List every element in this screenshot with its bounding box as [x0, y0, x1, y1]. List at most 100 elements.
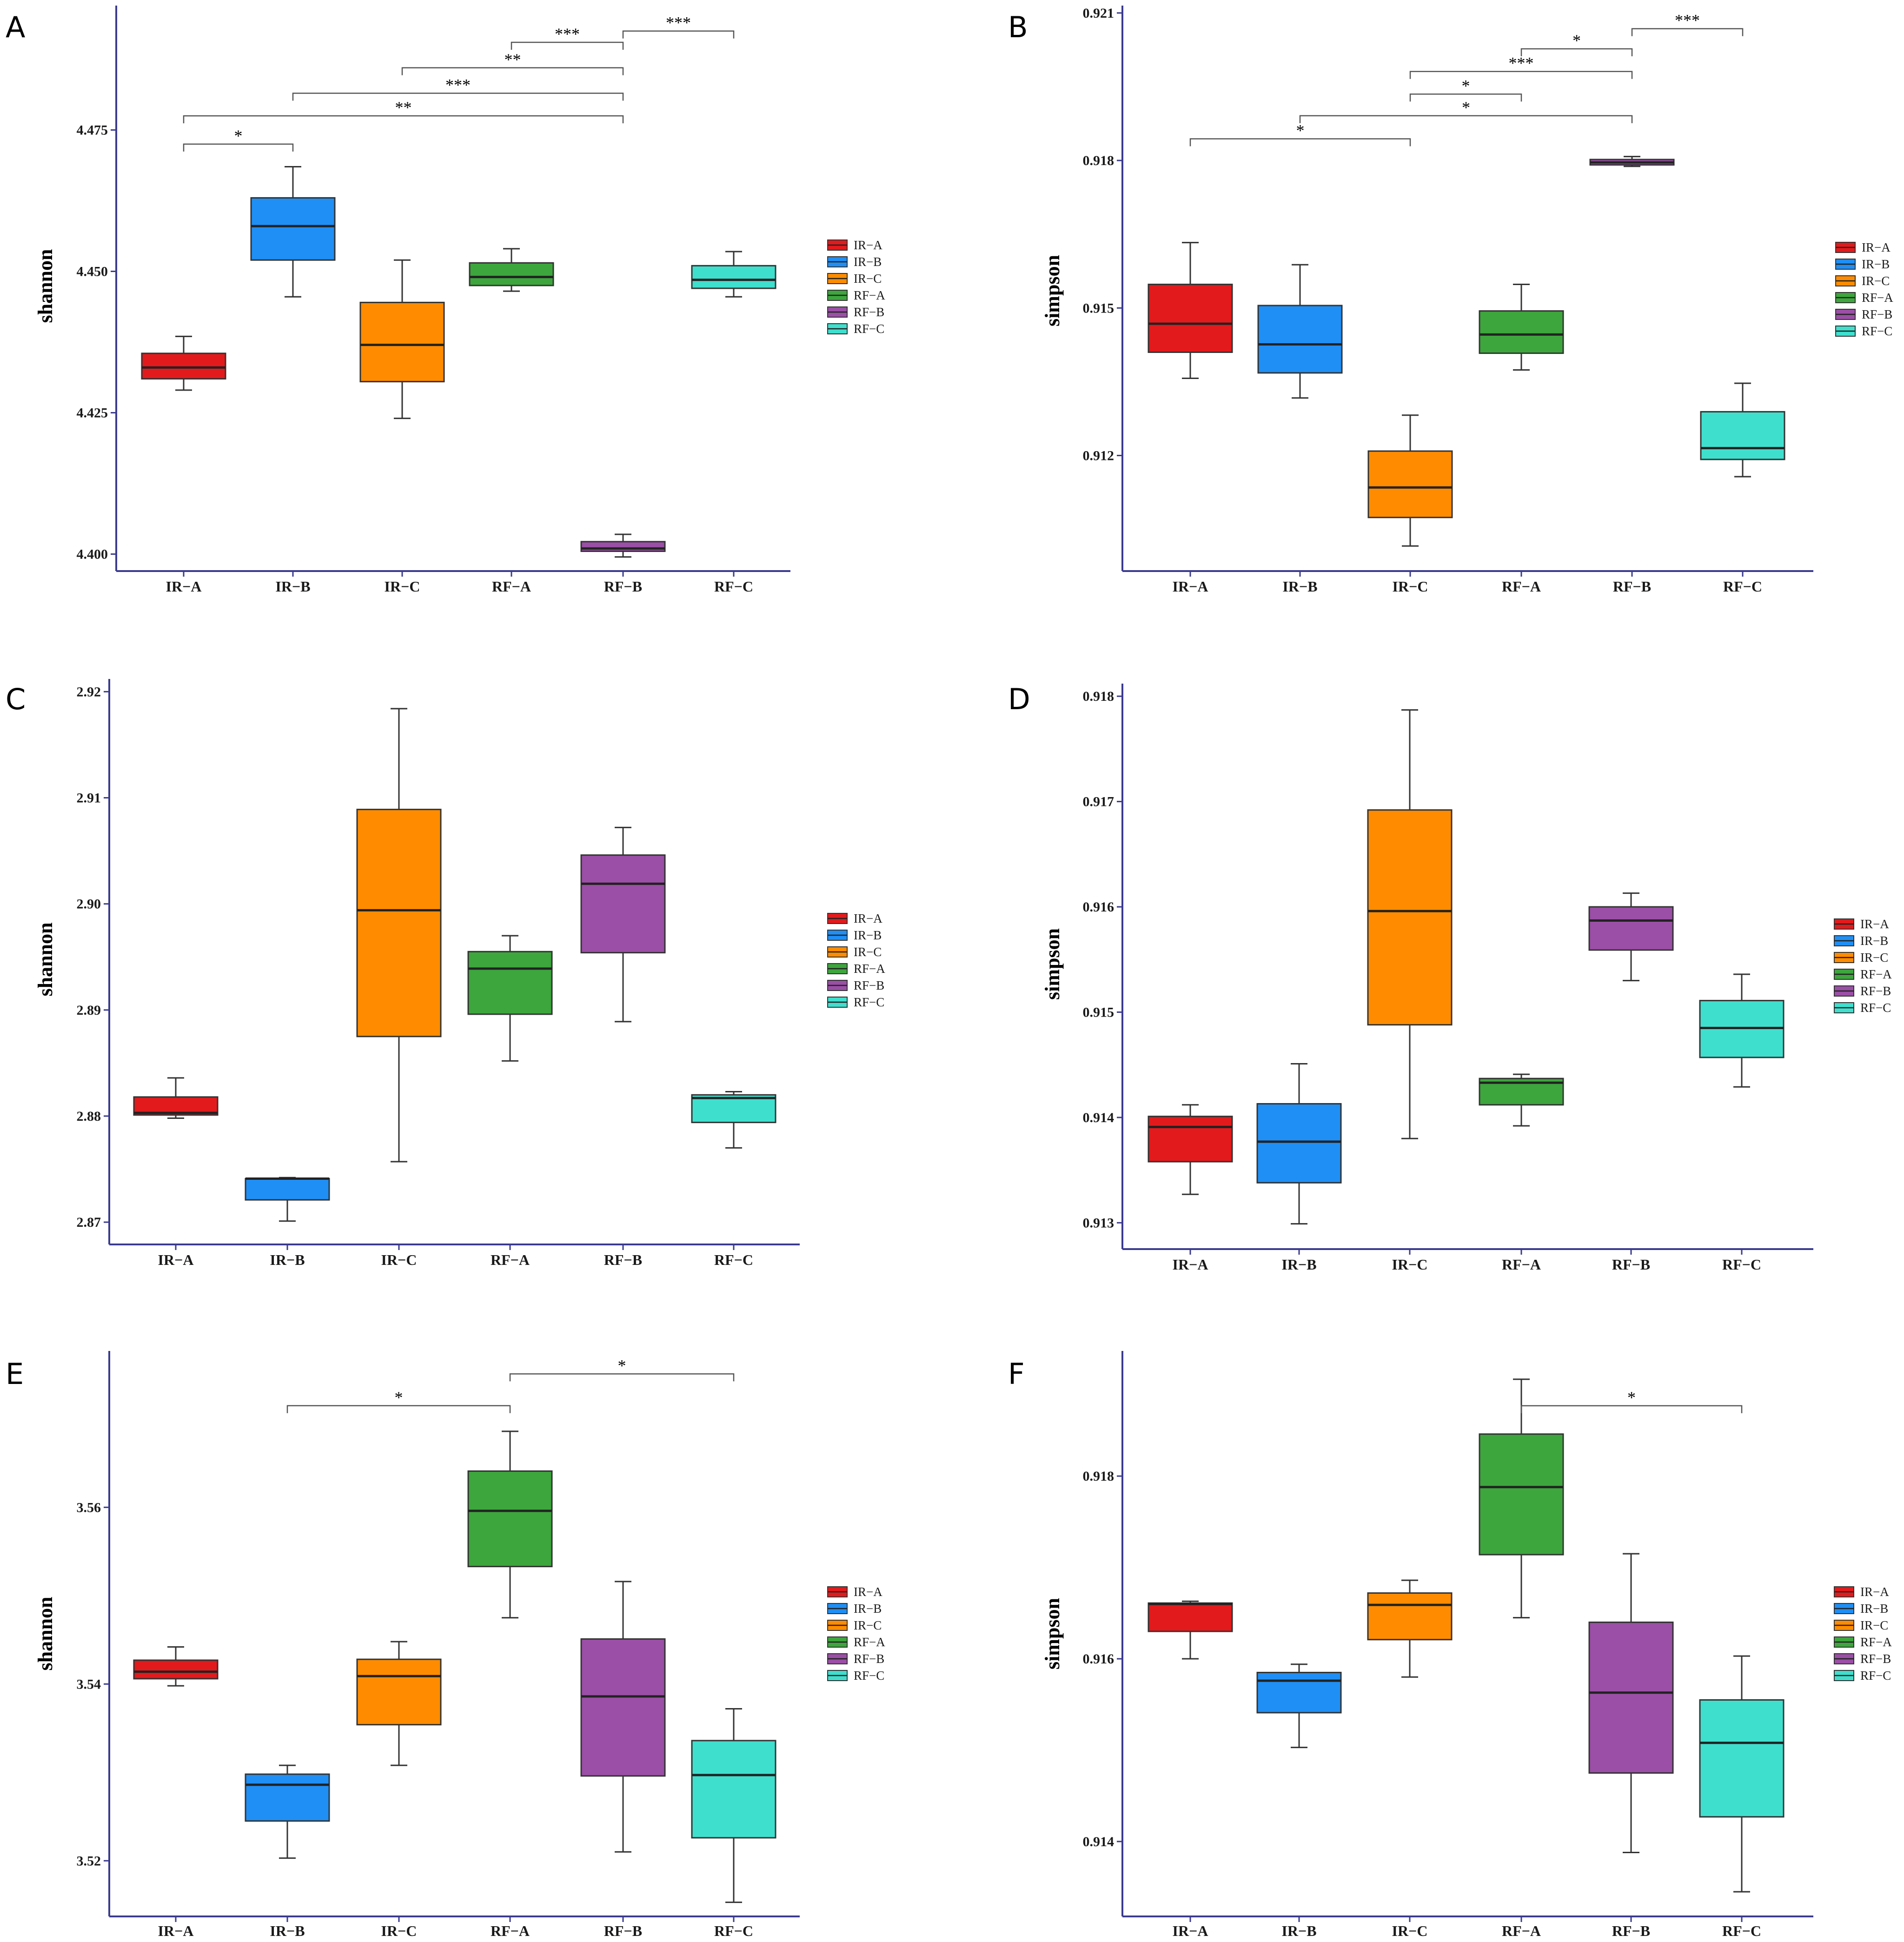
chart-panel-c: C 2.87 2.88 2.89 2.90 2.91 2.92 shannon IR−A IR−B…: [6, 679, 885, 1268]
x-tick-label: RF−C: [714, 578, 753, 595]
box-ir-b: [1257, 264, 1343, 399]
significance-bracket: **: [401, 50, 624, 75]
bracket-line: [1189, 138, 1411, 146]
significance-label: *: [618, 1356, 626, 1375]
box-rf-a: [467, 1430, 553, 1619]
y-axis-label: shannon: [34, 249, 57, 323]
box-iqr: [691, 1740, 776, 1839]
x-tick-label: IR−A: [1173, 1256, 1208, 1273]
legend: IR−A IR−B IR−C RF−A RF−B RF−C: [827, 1585, 885, 1683]
x-tick-label: RF−B: [1612, 1256, 1650, 1273]
legend-label: IR−C: [1860, 1618, 1888, 1632]
legend-label: RF−C: [854, 322, 884, 336]
bracket-line: [1520, 48, 1633, 57]
x-tick-label: IR−C: [381, 1922, 417, 1939]
box-rf-c: [1699, 1655, 1785, 1893]
x-tick-label: IR−A: [158, 1251, 194, 1268]
significance-bracket: *: [1520, 1388, 1743, 1413]
y-tick-label: 2.89: [77, 1003, 101, 1018]
box-iqr: [691, 265, 776, 289]
bracket-line: [286, 1405, 511, 1413]
x-tick-label: RF−A: [492, 578, 531, 595]
legend-item: IR−A: [1835, 240, 1891, 254]
x-tick-label: IR−B: [1282, 578, 1317, 595]
box-ir-a: [1148, 1600, 1233, 1660]
legend-label: RF−C: [854, 995, 884, 1009]
box-iqr: [580, 854, 666, 954]
box-iqr: [1699, 1699, 1785, 1818]
x-tick-label: IR−A: [166, 578, 202, 595]
box-ir-c: [359, 259, 445, 419]
significance-label: ***: [666, 13, 691, 32]
legend-label: IR−A: [1860, 917, 1889, 931]
box-iqr: [580, 541, 666, 552]
significance-bracket: *: [286, 1388, 511, 1413]
legend-item: RF−C: [827, 1669, 884, 1683]
x-tick-label: IR−C: [381, 1251, 417, 1268]
box-iqr: [1257, 305, 1343, 374]
bracket-line: [1631, 28, 1744, 36]
legend-label: IR−B: [854, 255, 882, 269]
significance-label: ***: [1509, 54, 1534, 73]
legend-label: IR−C: [854, 1618, 882, 1632]
x-tick-label: RF−A: [1502, 1922, 1541, 1939]
significance-label: ***: [555, 25, 580, 43]
significance-bracket: ***: [292, 75, 624, 101]
box-rf-b: [1588, 1553, 1674, 1853]
bracket-line: [511, 41, 624, 50]
y-tick-label: 0.916: [1083, 1651, 1115, 1667]
bracket-line: [1409, 71, 1633, 79]
x-tick-label: RF−C: [714, 1251, 753, 1268]
legend-item: IR−C: [1834, 1618, 1888, 1632]
x-tick-label: RF−B: [604, 578, 642, 595]
legend-item: IR−C: [1835, 274, 1890, 288]
box-rf-a: [1479, 1073, 1564, 1127]
significance-bracket: ***: [511, 25, 624, 50]
legend-label: RF−B: [854, 978, 884, 992]
box-rf-c: [691, 1708, 776, 1903]
significance-label: ***: [445, 75, 471, 94]
box-iqr: [691, 1094, 776, 1124]
box-rf-b: [580, 826, 666, 1023]
y-axis-label: shannon: [34, 1596, 57, 1670]
x-tick-label: IR−C: [1392, 1256, 1428, 1273]
legend-item: RF−A: [827, 288, 885, 302]
x-tick-label: RF−A: [1502, 1256, 1541, 1273]
legend-label: IR−B: [1860, 1602, 1888, 1616]
significance-label: *: [1572, 31, 1581, 50]
y-axis-label: simpson: [1041, 1598, 1064, 1669]
box-rf-b: [580, 1581, 666, 1853]
panel-letter: C: [6, 682, 26, 716]
y-tick-label: 0.915: [1083, 300, 1115, 316]
box-ir-b: [1256, 1663, 1342, 1749]
box-ir-c: [1367, 414, 1453, 547]
x-tick-label: RF−B: [604, 1251, 642, 1268]
y-tick-label: 2.92: [77, 684, 101, 699]
box-ir-a: [133, 1077, 219, 1119]
significance-bracket: *: [1520, 31, 1633, 57]
legend-item: RF−C: [1835, 324, 1892, 338]
y-tick-label: 2.91: [77, 791, 101, 806]
y-tick-label: 0.921: [1083, 6, 1115, 21]
box-ir-b: [1256, 1063, 1342, 1225]
box-rf-c: [1700, 382, 1785, 478]
box-ir-a: [1148, 1104, 1233, 1195]
panel-letter: B: [1008, 10, 1028, 44]
x-tick-label: RF−A: [491, 1922, 530, 1939]
legend-item: IR−B: [827, 1602, 882, 1616]
legend-item: RF−A: [1834, 967, 1892, 981]
legend-label: RF−B: [1860, 984, 1891, 998]
bracket-line: [509, 1373, 735, 1382]
legend-item: IR−A: [1834, 1585, 1889, 1599]
box-rf-b: [1588, 892, 1674, 982]
legend-item: RF−B: [1834, 1652, 1891, 1666]
significance-label: *: [1462, 76, 1470, 95]
box-rf-a: [467, 935, 553, 1062]
x-tick-label: IR−B: [275, 578, 310, 595]
y-tick-label: 0.918: [1083, 153, 1115, 168]
legend-label: RF−A: [854, 1635, 885, 1649]
legend-item: RF−C: [1834, 1001, 1891, 1015]
significance-bracket: *: [1189, 121, 1411, 146]
significance-bracket: ***: [1409, 54, 1633, 79]
